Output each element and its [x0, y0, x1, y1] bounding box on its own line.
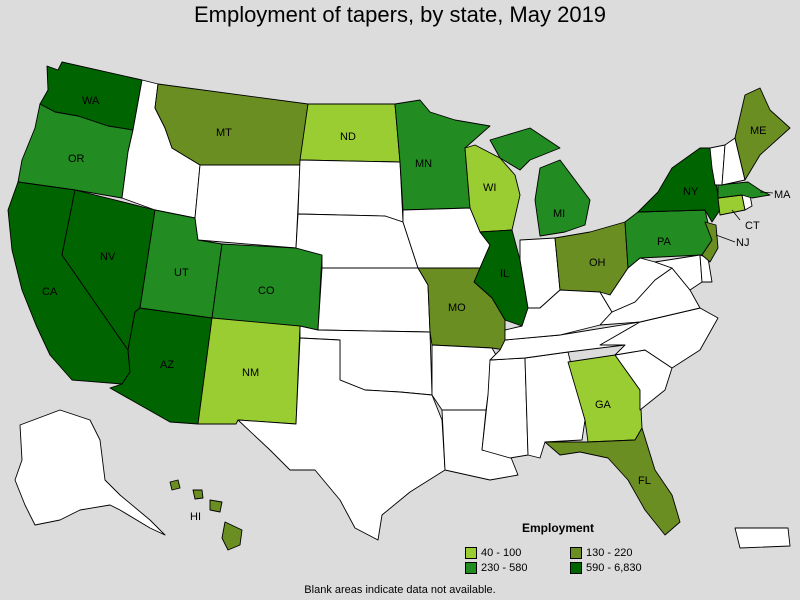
state-nm[interactable]	[197, 317, 301, 425]
state-ny[interactable]	[637, 147, 721, 223]
state-labels: WA OR CA NV AZ UT CO NM MT ND MN WI MI I…	[42, 95, 791, 523]
label-hi: HI	[190, 511, 201, 523]
legend-item-3: 230 - 580	[465, 562, 527, 576]
state-ct[interactable]	[717, 194, 746, 216]
label-ma: MA	[774, 189, 791, 201]
state-vt[interactable]	[709, 144, 726, 186]
label-ct: CT	[745, 220, 760, 232]
footnote: Blank areas indicate data not available.	[304, 584, 496, 596]
label-me: ME	[750, 125, 767, 137]
state-tn[interactable]	[489, 321, 641, 361]
label-ny: NY	[683, 186, 699, 198]
label-mt: MT	[216, 127, 232, 139]
leader-nj	[715, 234, 736, 243]
label-il: IL	[500, 268, 509, 280]
label-leaders	[715, 191, 774, 243]
legend-item-4: 590 - 6,830	[570, 562, 642, 576]
label-az: AZ	[160, 359, 174, 371]
label-co: CO	[258, 285, 275, 297]
legend-title: Employment	[522, 521, 595, 535]
label-nm: NM	[242, 367, 259, 379]
label-oh: OH	[589, 257, 606, 269]
state-sd[interactable]	[297, 159, 404, 223]
state-ks[interactable]	[317, 267, 431, 333]
legend-swatch-2	[570, 547, 582, 560]
label-ut: UT	[174, 267, 189, 279]
state-ma[interactable]	[717, 181, 771, 199]
legend-swatch-3	[465, 562, 477, 575]
legend-item-2: 130 - 220	[570, 547, 632, 561]
state-wy[interactable]	[194, 164, 301, 249]
hi-island-kauai	[169, 479, 181, 491]
state-mn[interactable]	[394, 99, 491, 211]
hi-island-maui	[209, 499, 223, 513]
label-nd: ND	[340, 131, 356, 143]
label-mn: MN	[415, 158, 432, 170]
legend-swatch-1	[465, 547, 477, 560]
legend-swatch-4	[570, 562, 582, 575]
state-ak[interactable]	[14, 409, 166, 536]
leader-ct	[731, 209, 741, 221]
hi-island-oahu	[192, 489, 204, 500]
map-title: Employment of tapers, by state, May 2019	[193, 2, 607, 27]
state-pr[interactable]	[734, 527, 791, 549]
state-hi[interactable]	[169, 479, 243, 551]
legend-label-3: 230 - 580	[481, 562, 528, 574]
label-fl: FL	[638, 475, 651, 487]
label-nj: NJ	[736, 237, 749, 249]
legend-label-1: 40 - 100	[481, 547, 522, 559]
state-me[interactable]	[734, 87, 791, 181]
legend-item-1: 40 - 100	[465, 547, 521, 561]
label-pa: PA	[657, 236, 672, 248]
label-mi: MI	[553, 208, 565, 220]
label-wa: WA	[82, 95, 100, 107]
label-mo: MO	[448, 302, 466, 314]
state-fl[interactable]	[544, 427, 681, 536]
state-mi[interactable]	[489, 127, 591, 237]
label-or: OR	[68, 153, 85, 165]
leader-ma	[759, 191, 774, 194]
label-ga: GA	[595, 399, 612, 411]
label-nv: NV	[100, 251, 116, 263]
label-wi: WI	[483, 182, 496, 194]
legend-label-4: 590 - 6,830	[586, 562, 642, 574]
state-nj[interactable]	[701, 221, 719, 263]
hi-island-big	[221, 521, 243, 551]
label-ca: CA	[42, 286, 58, 298]
state-tx[interactable]	[237, 337, 446, 541]
legend-label-2: 130 - 220	[586, 547, 633, 559]
state-md[interactable]	[654, 254, 703, 291]
state-ms[interactable]	[481, 357, 529, 459]
